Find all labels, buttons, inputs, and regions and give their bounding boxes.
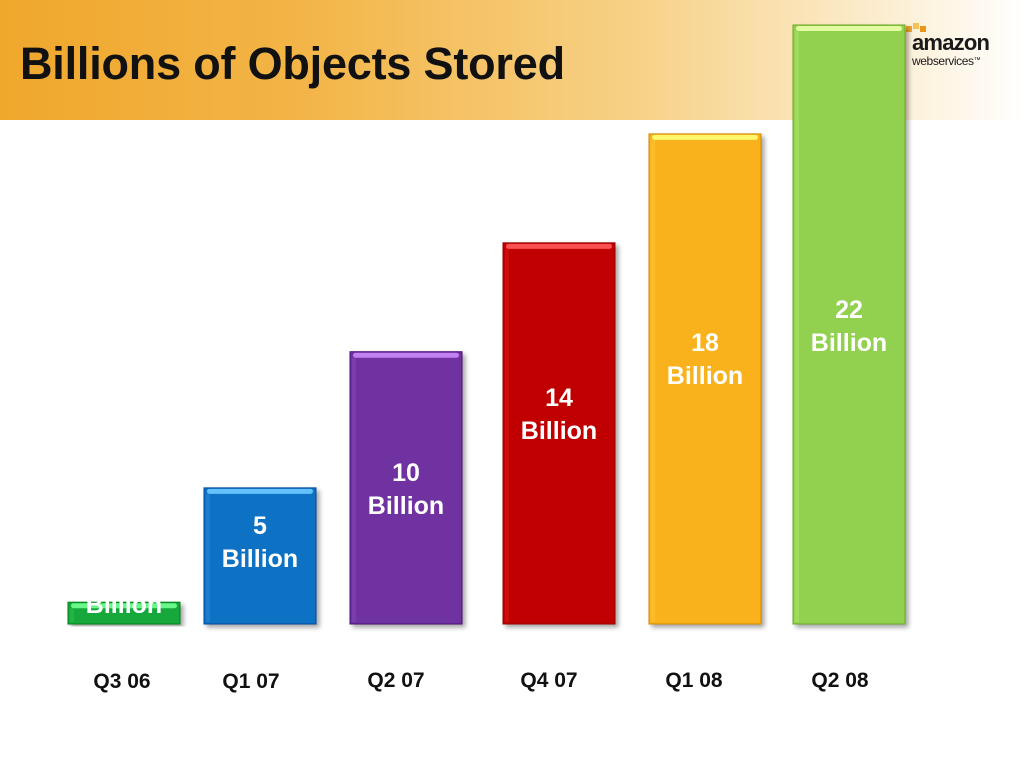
bar-group: 10 Billion (349, 351, 463, 625)
logo-wordmark: amazon (912, 30, 990, 55)
x-tick-label: Q2 08 (811, 669, 869, 692)
bar-value-label: .8 (114, 558, 135, 586)
bar-top-highlight (652, 134, 758, 140)
bars-layer: .8 Billion 5 Billion 10 Billion 14 Billion 18 Bil… (67, 24, 906, 625)
bar-value-label: 22 (835, 296, 863, 324)
x-tick-label: Q3 06 (93, 670, 150, 693)
bar-side-sheen (795, 31, 799, 622)
chart-title: Billions of Objects Stored (20, 38, 565, 89)
bar-value-label: Billion (86, 591, 162, 619)
bar-value-label: 14 (545, 384, 573, 412)
bar-group: .8 Billion (67, 558, 181, 625)
bar (648, 133, 762, 625)
bar-value-label: Billion (811, 329, 887, 357)
bar (502, 242, 616, 625)
x-axis-ticks: Q3 06 Q1 07 Q2 07 Q4 07 Q1 08 Q2 08 (93, 669, 869, 693)
bar-top-highlight (796, 26, 902, 31)
bar-group: 18 Billion (648, 133, 762, 625)
bar-side-sheen (352, 357, 356, 622)
bar-top-highlight (71, 603, 177, 609)
bar-value-label: Billion (521, 417, 597, 445)
x-tick-label: Q1 07 (222, 670, 279, 693)
bar-value-label: 18 (691, 329, 719, 357)
x-tick-label: Q4 07 (520, 669, 577, 692)
logo-subtext: webservices™ (912, 54, 981, 68)
bar-top-highlight (506, 243, 612, 249)
bar-side-sheen (505, 248, 509, 622)
logo-cubes-icon (906, 23, 926, 32)
bar-side-sheen (206, 493, 210, 622)
bar (203, 487, 317, 625)
bar-side-sheen (70, 608, 74, 622)
bar-value-label: Billion (222, 545, 298, 573)
bar-value-label: 10 (392, 459, 420, 487)
aws-logo: amazon webservices™ (904, 22, 1004, 72)
bar-value-label: 5 (253, 512, 267, 540)
bar-group: 22 Billion (792, 24, 906, 625)
bar-top-highlight (353, 352, 459, 358)
bar (792, 24, 906, 625)
bar (349, 351, 463, 625)
bar-value-label: Billion (368, 492, 444, 520)
bar-group: 5 Billion (203, 487, 317, 625)
x-tick-label: Q2 07 (367, 669, 424, 692)
bar-group: 14 Billion (502, 242, 616, 625)
bar-top-highlight (207, 488, 313, 494)
bar-value-label: Billion (667, 362, 743, 390)
x-tick-label: Q1 08 (665, 669, 723, 692)
bar-side-sheen (651, 139, 655, 622)
